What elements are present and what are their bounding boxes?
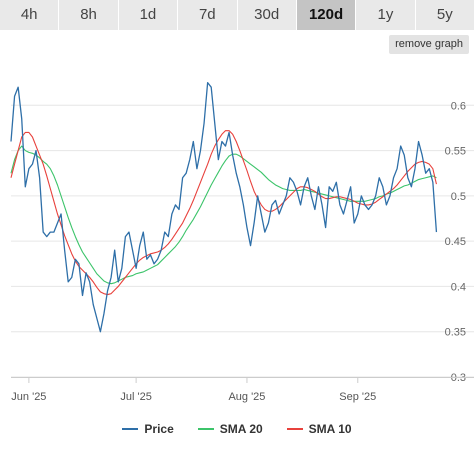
series-line-price [10, 81, 438, 333]
legend-item-price[interactable]: Price [122, 422, 174, 436]
y-tick-label: 0.4 [451, 281, 466, 293]
series-line-sma-10 [10, 130, 437, 296]
series-line-sma-20 [10, 145, 437, 285]
legend-item-sma-20[interactable]: SMA 20 [197, 422, 263, 436]
series [10, 81, 438, 333]
x-tick-label: Aug '25 [228, 391, 265, 403]
legend-swatch [122, 428, 139, 430]
grid [11, 104, 474, 378]
tab-5y[interactable]: 5y [415, 0, 474, 30]
legend-swatch [286, 428, 303, 430]
tab-1d[interactable]: 1d [118, 0, 179, 30]
tab-8h[interactable]: 8h [59, 0, 119, 30]
y-tick-label: 0.6 [451, 100, 466, 112]
x-tick-label: Jun '25 [11, 391, 46, 403]
legend-item-sma-10[interactable]: SMA 10 [286, 422, 352, 436]
x-tick-label: Jul '25 [120, 391, 151, 403]
y-tick-label: 0.55 [445, 146, 466, 158]
legend: Price SMA 20 SMA 10 [0, 420, 474, 438]
tab-4h[interactable]: 4h [0, 0, 60, 30]
y-tick-label: 0.5 [451, 191, 466, 203]
timeframe-tabs: 4h 8h 1d 7d 30d 120d 1y 5y [0, 0, 474, 30]
x-tick-label: Sep '25 [339, 391, 376, 403]
tab-120d[interactable]: 120d [296, 0, 357, 30]
legend-label: SMA 10 [308, 422, 352, 436]
legend-label: SMA 20 [219, 422, 263, 436]
y-tick-label: 0.35 [445, 327, 466, 339]
tab-7d[interactable]: 7d [178, 0, 238, 30]
y-tick-label: 0.45 [445, 236, 466, 248]
remove-graph-button[interactable]: remove graph [389, 35, 469, 54]
legend-label: Price [144, 422, 174, 436]
tab-1y[interactable]: 1y [356, 0, 416, 30]
legend-swatch [197, 428, 214, 430]
tab-30d[interactable]: 30d [237, 0, 297, 30]
